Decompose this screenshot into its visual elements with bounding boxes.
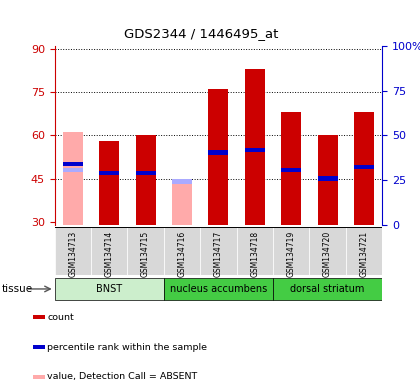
FancyBboxPatch shape [91, 227, 127, 275]
Text: GSM134713: GSM134713 [68, 230, 77, 276]
Bar [354, 112, 374, 225]
Text: tissue: tissue [2, 284, 33, 294]
Bar [63, 168, 83, 172]
FancyBboxPatch shape [273, 227, 310, 275]
Bar [63, 132, 83, 225]
Text: GSM134721: GSM134721 [360, 230, 368, 276]
FancyBboxPatch shape [127, 227, 164, 275]
FancyBboxPatch shape [55, 278, 164, 300]
Bar [99, 170, 119, 175]
Bar [136, 136, 155, 225]
Text: GSM134716: GSM134716 [178, 230, 186, 276]
Bar [99, 141, 119, 225]
FancyBboxPatch shape [200, 227, 236, 275]
Bar [208, 89, 228, 225]
Bar [245, 147, 265, 152]
Text: GSM134720: GSM134720 [323, 230, 332, 276]
FancyBboxPatch shape [55, 227, 91, 275]
Text: value, Detection Call = ABSENT: value, Detection Call = ABSENT [47, 372, 198, 381]
Bar [33, 345, 45, 349]
Bar [245, 69, 265, 225]
Bar [136, 170, 155, 175]
Text: GSM134717: GSM134717 [214, 230, 223, 276]
FancyBboxPatch shape [164, 227, 200, 275]
Text: nucleus accumbens: nucleus accumbens [170, 284, 267, 294]
Text: BNST: BNST [96, 284, 122, 294]
Text: GSM134715: GSM134715 [141, 230, 150, 276]
Text: GSM134718: GSM134718 [250, 230, 259, 276]
Bar [281, 168, 301, 172]
FancyBboxPatch shape [164, 278, 273, 300]
Bar [172, 184, 192, 225]
Bar [318, 136, 338, 225]
Bar [63, 162, 83, 166]
Bar [318, 176, 338, 181]
Text: GSM134714: GSM134714 [105, 230, 114, 276]
Text: GSM134719: GSM134719 [287, 230, 296, 276]
Bar [281, 112, 301, 225]
FancyBboxPatch shape [310, 227, 346, 275]
Bar [208, 151, 228, 155]
Text: percentile rank within the sample: percentile rank within the sample [47, 343, 207, 351]
Bar [33, 375, 45, 379]
Text: count: count [47, 313, 74, 321]
Text: dorsal striatum: dorsal striatum [290, 284, 365, 294]
Text: GDS2344 / 1446495_at: GDS2344 / 1446495_at [124, 27, 279, 40]
Bar [33, 315, 45, 319]
FancyBboxPatch shape [346, 227, 382, 275]
FancyBboxPatch shape [273, 278, 382, 300]
FancyBboxPatch shape [236, 227, 273, 275]
Bar [172, 179, 192, 184]
Bar [354, 165, 374, 169]
